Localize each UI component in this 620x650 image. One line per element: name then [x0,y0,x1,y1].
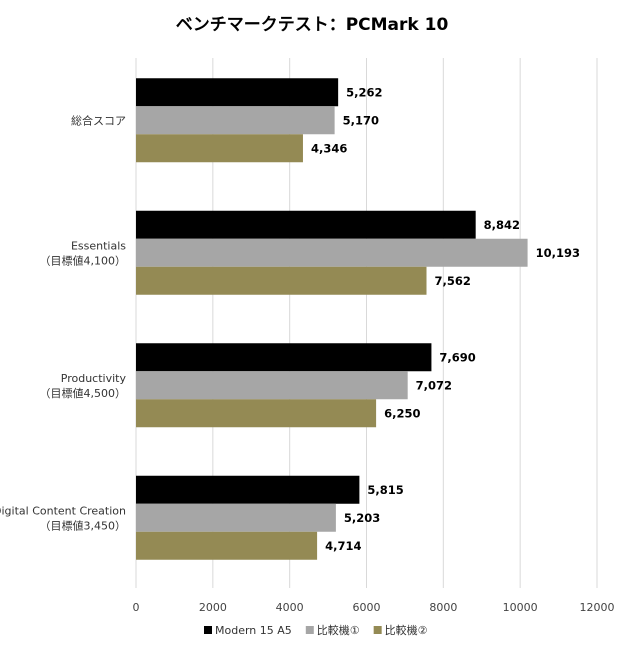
data-label: 5,262 [346,85,382,99]
bar [136,371,408,400]
bar [136,343,432,372]
bar [136,531,318,560]
bar [136,106,335,135]
chart-legend: Modern 15 A5 比較機① 比較機② [204,623,428,637]
x-tick-label: 2000 [199,601,227,614]
legend-swatch [305,626,314,634]
chart-title: ベンチマークテスト：PCMark 10 [176,15,449,35]
category-label: （目標値3,450） [40,518,127,532]
bar [136,399,377,428]
data-label: 8,842 [484,218,520,232]
data-label: 4,346 [311,141,347,155]
category-label: （目標値4,100） [40,253,127,267]
data-label: 10,193 [536,246,580,260]
data-label: 5,170 [343,113,379,127]
bar [136,238,528,267]
category-label: （目標値4,500） [40,386,127,400]
bar [136,134,303,163]
legend-swatch [373,626,382,634]
x-tick-label: 8000 [429,601,457,614]
category-label: Digital Content Creation [0,504,126,517]
bar [136,266,427,295]
x-tick-label: 0 [133,601,140,614]
bar [136,475,360,504]
x-tick-label: 4000 [276,601,304,614]
category-label: 総合スコア [71,113,126,127]
legend-swatch [204,626,212,634]
data-label: 7,072 [416,378,452,392]
bar [136,503,336,532]
x-tick-label: 12000 [580,601,615,614]
legend-label: 比較機② [385,623,428,637]
bar [136,78,339,107]
category-label: Productivity [61,372,127,385]
category-label: Essentials [71,239,126,252]
x-axis-ticks: 0 2000 4000 6000 8000 10000 12000 [133,601,615,614]
data-label: 7,562 [435,274,471,288]
x-tick-label: 6000 [353,601,381,614]
data-label: 5,203 [344,511,380,525]
data-label: 6,250 [384,406,420,420]
chart-bars: 5,262 5,170 4,346 8,842 10,193 7,562 7,690 7,07… [136,78,580,560]
data-label: 7,690 [439,350,475,364]
bar [136,210,476,239]
x-tick-label: 10000 [503,601,538,614]
category-labels: 総合スコアEssentials（目標値4,100）Productivity（目標… [0,113,126,532]
data-label: 4,714 [325,539,361,553]
data-label: 5,815 [367,483,403,497]
legend-label: Modern 15 A5 [215,624,292,637]
legend-label: 比較機① [317,623,360,637]
